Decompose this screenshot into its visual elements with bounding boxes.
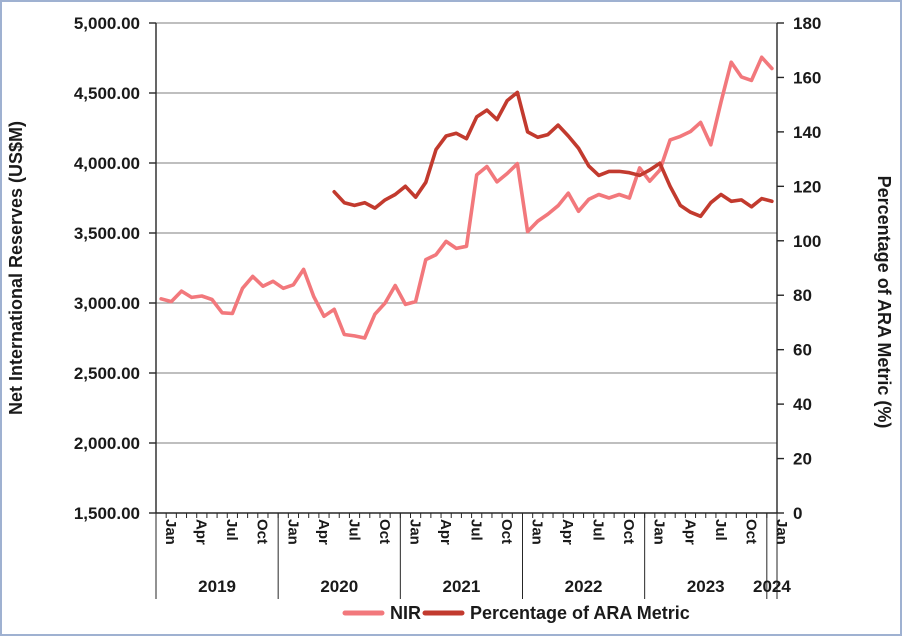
series-layer (159, 55, 774, 340)
right-axis-tick-label: 0 (793, 504, 802, 523)
right-axis-tick-label: 120 (793, 177, 821, 196)
x-month-label: Jul (468, 519, 485, 541)
x-month-label: Jan (529, 519, 546, 545)
x-month-label: Jan (284, 519, 301, 545)
x-month-label: Apr (193, 519, 210, 545)
x-year-label: 2020 (320, 577, 358, 596)
x-month-label: Oct (254, 519, 271, 544)
x-month-label: Jan (162, 519, 179, 545)
x-month-label: Oct (376, 519, 393, 544)
right-axis-tick-label: 40 (793, 395, 812, 414)
x-month-label: Jan (406, 519, 423, 545)
left-axis-tick-label: 3,500.00 (74, 224, 140, 243)
left-axis-title: Net International Reserves (US$M) (6, 121, 26, 415)
x-month-label: Jan (651, 519, 668, 545)
x-year-label: 2021 (442, 577, 480, 596)
left-axis-tick-label: 4,000.00 (74, 154, 140, 173)
nir-line (159, 55, 774, 340)
left-axis-tick-label: 2,000.00 (74, 434, 140, 453)
x-month-label: Jul (345, 519, 362, 541)
x-year-label: 2019 (198, 577, 236, 596)
x-month-label: Apr (559, 519, 576, 545)
axes-layer (149, 22, 784, 599)
x-year-label: 2022 (565, 577, 603, 596)
x-month-label: Jul (712, 519, 729, 541)
left-axis-tick-label: 2,500.00 (74, 364, 140, 383)
x-month-label: Oct (620, 519, 637, 544)
x-year-label: 2023 (687, 577, 725, 596)
x-month-label: Apr (681, 519, 698, 545)
left-axis-tick-label: 4,500.00 (74, 84, 140, 103)
right-axis-tick-label: 160 (793, 68, 821, 87)
tick-labels-layer: 5,000.00 4,500.00 4,000.00 3,500.00 3,000.00… (74, 14, 822, 596)
right-axis-tick-label: 180 (793, 14, 821, 33)
x-month-label: Jan (773, 519, 790, 545)
x-month-label: Jul (223, 519, 240, 541)
legend-label-nir: NIR (390, 603, 421, 623)
x-month-label: Oct (742, 519, 759, 544)
right-axis-tick-label: 60 (793, 341, 812, 360)
right-axis-tick-label: 80 (793, 286, 812, 305)
ara-line (332, 90, 774, 219)
right-axis-tick-label: 100 (793, 232, 821, 251)
right-axis-tick-label: 20 (793, 450, 812, 469)
x-month-label: Apr (437, 519, 454, 545)
right-axis-tick-label: 140 (793, 123, 821, 142)
left-axis-tick-label: 1,500.00 (74, 504, 140, 523)
legend: NIR Percentage of ARA Metric (342, 603, 690, 623)
x-month-label: Oct (498, 519, 515, 544)
left-axis-tick-label: 3,000.00 (74, 294, 140, 313)
right-axis-title: Percentage of ARA Metric (%) (874, 176, 894, 429)
gridlines-layer (156, 22, 777, 444)
x-month-label: Jul (590, 519, 607, 541)
legend-label-ara: Percentage of ARA Metric (470, 603, 690, 623)
left-axis-tick-label: 5,000.00 (74, 14, 140, 33)
x-month-label: Apr (315, 519, 332, 545)
x-year-label: 2024 (753, 577, 791, 596)
